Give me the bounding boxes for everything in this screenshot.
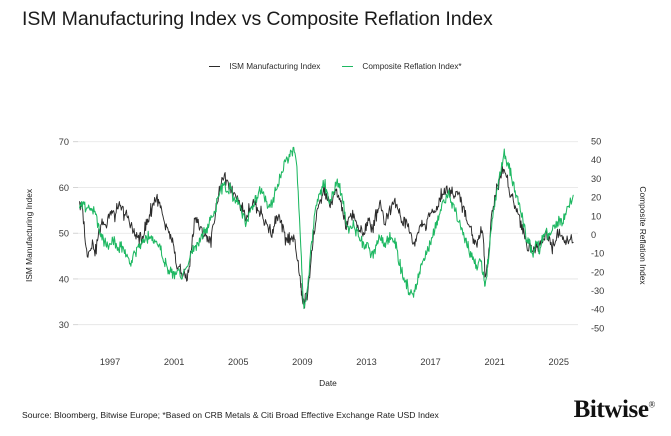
x-axis-tick: 2013 <box>356 357 376 367</box>
y-axis-right-tick: 10 <box>591 211 601 221</box>
y-axis-left-tick: 60 <box>59 183 69 193</box>
x-axis-tick: 2009 <box>292 357 312 367</box>
y-axis-left-tick: 40 <box>59 274 69 284</box>
x-axis-tick: 2005 <box>228 357 248 367</box>
y-axis-left-tick: 70 <box>59 137 69 147</box>
y-axis-left-tick: 50 <box>59 229 69 239</box>
y-axis-right-tick: -30 <box>591 286 604 296</box>
y-axis-right-tick: -20 <box>591 267 604 277</box>
bitwise-logo: Bitwise® <box>573 396 656 424</box>
y-axis-right-title: Composite Reflation Index <box>638 186 648 285</box>
y-axis-right-tick: 20 <box>591 193 601 203</box>
y-axis-right-tick: 50 <box>591 136 601 146</box>
x-axis-title: Date <box>319 378 337 388</box>
x-axis-tick: 2021 <box>484 357 504 367</box>
x-axis-tick: 2017 <box>420 357 440 367</box>
x-axis-tick: 1997 <box>100 357 120 367</box>
x-axis-tick: 2001 <box>164 357 184 367</box>
y-axis-right-tick: -50 <box>591 323 604 333</box>
y-axis-right-tick: -10 <box>591 249 604 259</box>
series-line-reflation <box>79 146 574 310</box>
y-axis-left-title: ISM Manufacturing Index <box>24 188 34 282</box>
y-axis-right-tick: 30 <box>591 174 601 184</box>
y-axis-right-tick: 0 <box>591 230 596 240</box>
page-title: ISM Manufacturing Index vs Composite Ref… <box>22 8 493 30</box>
source-note: Source: Bloomberg, Bitwise Europe; *Base… <box>22 410 439 420</box>
brand-name: Bitwise <box>573 396 649 423</box>
series-line-ism <box>79 165 574 309</box>
y-axis-right-tick: -40 <box>591 305 604 315</box>
y-axis-left-tick: 30 <box>59 320 69 330</box>
x-axis-tick: 2025 <box>549 357 569 367</box>
y-axis-right-tick: 40 <box>591 155 601 165</box>
brand-mark: ® <box>648 399 656 410</box>
